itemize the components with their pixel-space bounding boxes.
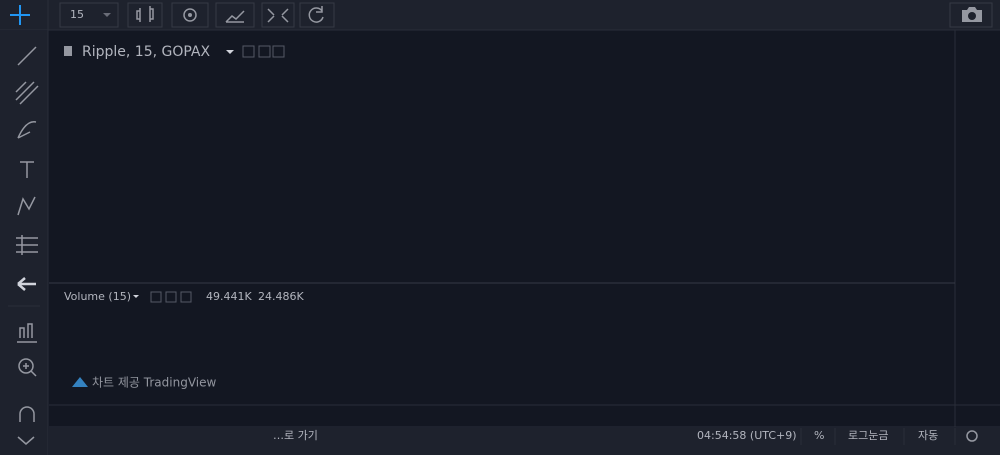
favorites-tool[interactable] [17,323,37,343]
volume-ma-value: 24.486K [258,290,304,303]
measure-tool[interactable] [16,235,38,255]
text-tool[interactable] [20,161,34,178]
interval: 15 [70,8,84,21]
bottom-bar [49,428,1000,455]
crosshair-tool[interactable] [10,5,30,25]
remove-tool[interactable] [17,277,36,291]
magnet-tool[interactable] [19,406,35,422]
zoom-tool[interactable] [18,358,37,377]
symbol-icon [64,46,72,56]
volume-legend[interactable]: Volume (15) [64,290,131,303]
reload-button[interactable] [299,2,335,28]
settings-gear[interactable] [966,430,978,442]
chart-style-button[interactable] [127,2,163,28]
left-toolbar [0,31,48,455]
indicators-button[interactable] [215,2,255,28]
symbol-title[interactable]: Ripple, 15, GOPAX [82,44,211,60]
pattern-tool[interactable] [17,196,36,216]
watermark: 차트 제공 TradingView [92,376,216,390]
auto-toggle[interactable]: 자동 [918,429,938,442]
top-toolbar [0,0,1000,30]
fib-tool[interactable] [15,81,39,105]
fullscreen-button[interactable] [261,2,295,28]
goto-date[interactable]: …로 가기 [273,429,318,442]
log-toggle[interactable]: 로그눈금 [848,429,888,442]
scroll-down[interactable] [17,436,35,445]
volume-value: 49.441K [206,290,252,303]
percent-toggle[interactable]: % [814,429,824,442]
watermark-logo [72,377,88,387]
interval-select[interactable] [59,2,119,28]
brush-tool[interactable] [17,121,37,139]
clock: 04:54:58 (UTC+9) [697,429,797,442]
trendline-tool[interactable] [17,46,37,66]
